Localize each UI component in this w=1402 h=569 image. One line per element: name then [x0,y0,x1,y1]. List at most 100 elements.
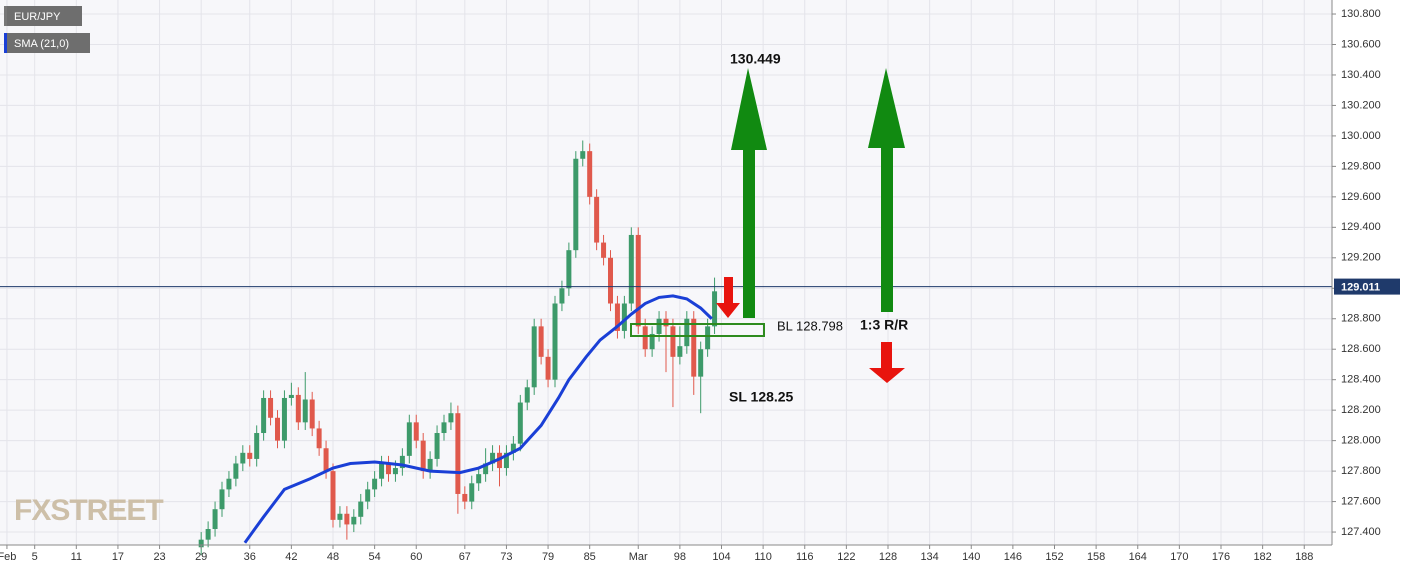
candle-body [323,448,329,472]
candle-body [392,468,398,475]
candle-body [469,483,475,502]
candle-body [524,387,530,403]
x-tick-label: 170 [1170,551,1188,563]
x-tick-label: 182 [1253,551,1271,563]
candle-body [302,399,308,423]
candle-body [372,478,378,490]
x-tick-label: 85 [584,551,596,563]
candle-body [330,471,336,520]
candle-body [316,428,322,449]
plot-background [0,0,1332,545]
y-tick-label: 129.600 [1341,191,1381,203]
candle-body [656,318,662,334]
x-tick-label: 158 [1087,551,1105,563]
current-price-box [1334,278,1400,295]
candle-body [288,394,294,398]
x-tick-label: 29 [195,551,207,563]
annotation: BL 128.798 [777,318,843,333]
x-tick-label: 36 [244,551,256,563]
candle-body [337,513,343,520]
candle-body [212,509,218,530]
sma-line [243,294,713,544]
candle-body [573,158,579,251]
candle-body [621,303,627,331]
candle-body [344,513,350,525]
x-tick-label: 188 [1295,551,1313,563]
x-tick-label: 73 [500,551,512,563]
x-tick-label: 134 [920,551,938,563]
candle-body [510,443,516,453]
y-tick-label: 130.400 [1341,69,1381,81]
x-tick-label: 60 [410,551,422,563]
x-tick-label: 146 [1004,551,1022,563]
x-tick-label: 17 [112,551,124,563]
candle-body [198,539,204,548]
candle-body [608,257,613,304]
candle-body [205,529,211,540]
y-tick-label: 128.200 [1341,404,1381,416]
annotations: 130.449 BL 128.798 1:3 R/R SL 128.25 [729,51,908,405]
candle-body [712,291,718,327]
candle-body [642,326,648,350]
candle-body [670,326,676,357]
candle-body [413,422,419,441]
entry-arrow [716,277,740,318]
candle-body [663,318,669,327]
legend-swatch [4,33,7,53]
x-tick-label: 54 [369,551,381,563]
x-tick-label: 11 [71,551,82,563]
y-tick-label: 128.800 [1341,313,1381,325]
candle-body [365,489,371,502]
candle-body [233,463,239,479]
x-tick-label: 98 [674,551,686,563]
candle-body [420,440,426,472]
candle-body [490,452,496,464]
reward-arrow [868,68,905,312]
candle-body [455,413,461,494]
candle-body [649,333,655,350]
candle-body [601,242,607,258]
candle-body [587,151,593,197]
target-arrow [731,68,767,318]
legend-swatch [4,6,7,26]
legend-label: SMA (21,0) [14,38,69,50]
legend: EUR/JPY SMA (21,0) [4,6,90,53]
candle-body [628,234,634,304]
y-tick-label: 129.800 [1341,160,1381,172]
y-tick-label: 130.200 [1341,99,1381,111]
breakout-box [630,323,765,337]
current-price-label: 129.011 [1341,281,1380,293]
candle-body [538,326,544,357]
candle-body [379,463,385,479]
y-tick-label: 127.400 [1341,526,1381,538]
candle-body [295,394,301,423]
y-tick-label: 129.200 [1341,252,1381,264]
x-tick-label: 122 [837,551,855,563]
candle-body [614,303,620,331]
candle-body [566,250,572,289]
candle-body [254,433,260,459]
candle-body [594,196,600,243]
candle-body [219,489,225,510]
legend-label: EUR/JPY [14,11,61,23]
y-tick-label: 128.400 [1341,374,1381,386]
candle-body [503,452,509,469]
x-tick-label: 176 [1212,551,1230,563]
candle-body [309,399,315,429]
x-tick-label: Feb [0,551,16,563]
x-tick-label: 79 [542,551,554,563]
y-tick-label: 130.800 [1341,8,1381,20]
x-tick-label: 110 [754,551,772,563]
candle-body [247,452,253,459]
candle-body [441,422,447,434]
candle-body [261,397,267,434]
candle-body [281,397,287,441]
y-tick-label: 130.600 [1341,38,1381,50]
candle-body [358,501,364,517]
candle-body [351,516,357,525]
candle-body [545,356,551,380]
y-tick-label: 129.400 [1341,221,1381,233]
candle-body [531,326,537,388]
x-tick-label: 140 [962,551,980,563]
